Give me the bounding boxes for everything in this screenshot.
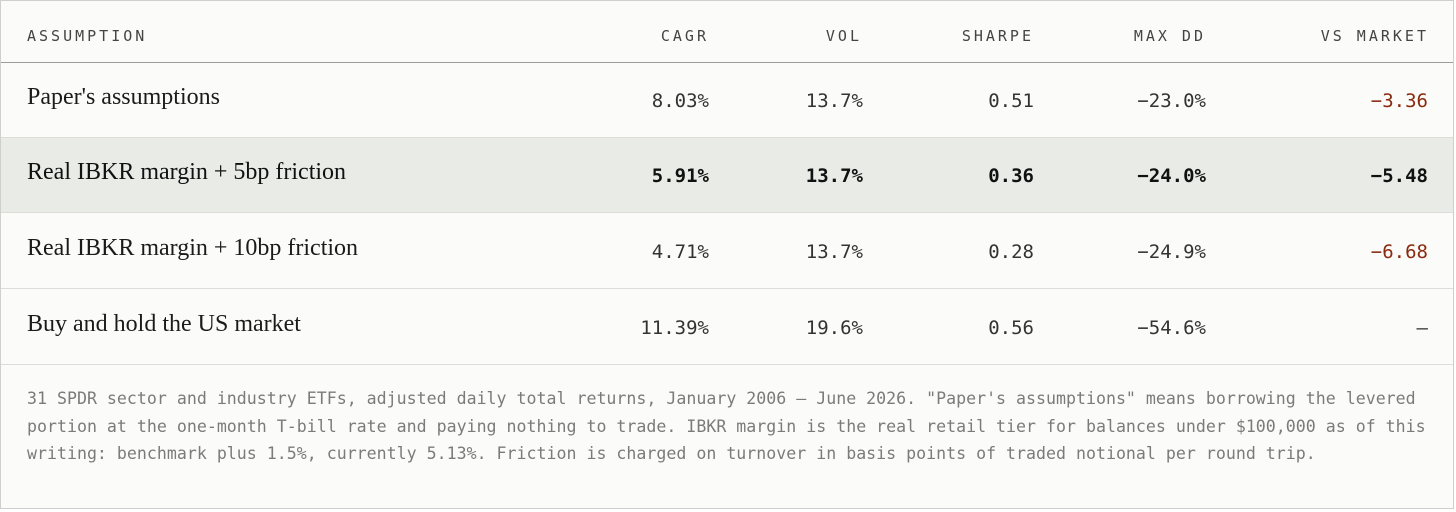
row-max-dd: −24.9% <box>1137 241 1206 263</box>
table-row-highlighted: Real IBKR margin + 5bp friction 5.91% 13… <box>1 138 1453 213</box>
row-assumption: Buy and hold the US market <box>27 311 301 337</box>
row-vol: 13.7% <box>805 90 863 112</box>
row-vol: 19.6% <box>805 317 863 339</box>
header-vs-market: VS MARKET <box>1320 27 1429 45</box>
row-sharpe: 0.28 <box>988 241 1034 263</box>
row-cagr: 4.71% <box>651 241 709 263</box>
header-assumption: ASSUMPTION <box>27 27 148 45</box>
row-cagr: 11.39% <box>640 317 709 339</box>
header-sharpe: SHARPE <box>961 27 1034 45</box>
row-assumption: Real IBKR margin + 10bp friction <box>27 235 359 261</box>
table-header: ASSUMPTION CAGR VOL SHARPE MAX DD VS MAR… <box>1 1 1453 63</box>
row-assumption: Paper's assumptions <box>27 84 220 110</box>
row-assumption: Real IBKR margin + 5bp friction <box>27 159 347 185</box>
row-vol: 13.7% <box>805 165 863 187</box>
row-max-dd: −24.0% <box>1137 165 1206 187</box>
row-max-dd: −54.6% <box>1137 317 1206 339</box>
header-vol: VOL <box>825 27 862 45</box>
row-max-dd: −23.0% <box>1137 90 1206 112</box>
row-vs-market: −5.48 <box>1370 165 1428 187</box>
table-footnote: 31 SPDR sector and industry ETFs, adjust… <box>27 389 1426 463</box>
row-vs-market: −3.36 <box>1370 90 1428 112</box>
row-cagr: 5.91% <box>651 165 709 187</box>
row-sharpe: 0.56 <box>988 317 1034 339</box>
row-vs-market: −6.68 <box>1370 241 1428 263</box>
row-vs-market: — <box>1416 317 1428 339</box>
header-max-dd: MAX DD <box>1133 27 1206 45</box>
row-cagr: 8.03% <box>651 90 709 112</box>
row-vol: 13.7% <box>805 241 863 263</box>
table-row: Real IBKR margin + 10bp friction 4.71% 1… <box>1 214 1453 289</box>
row-sharpe: 0.51 <box>988 90 1034 112</box>
table-row: Buy and hold the US market 11.39% 19.6% … <box>1 290 1453 365</box>
table-row: Paper's assumptions 8.03% 13.7% 0.51 −23… <box>1 63 1453 138</box>
row-sharpe: 0.36 <box>988 165 1034 187</box>
header-cagr: CAGR <box>660 27 709 45</box>
